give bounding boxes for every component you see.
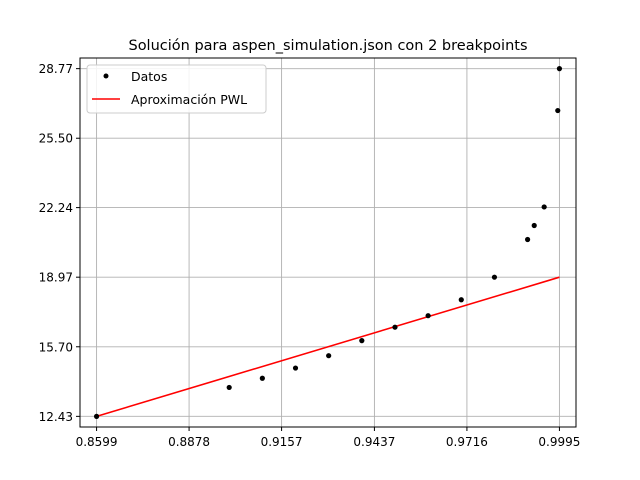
y-tick-label: 28.77 bbox=[39, 62, 73, 76]
x-tick-label: 0.9437 bbox=[353, 435, 395, 449]
legend-label-pwl: Aproximación PWL bbox=[131, 92, 247, 107]
pwl-series-line bbox=[96, 276, 560, 418]
data-point bbox=[524, 236, 531, 243]
x-tick-label: 0.8599 bbox=[76, 435, 118, 449]
x-axis: 0.8599 0.8878 0.9157 0.9437 0.9716 0.9995 bbox=[76, 427, 580, 449]
plot-frame bbox=[79, 57, 577, 428]
series-line-group bbox=[96, 276, 560, 418]
y-tick-label: 22.24 bbox=[39, 201, 73, 215]
legend-label-datos: Datos bbox=[131, 69, 167, 84]
data-point bbox=[556, 66, 563, 72]
y-tick-label: 18.97 bbox=[39, 271, 73, 285]
chart-title: Solución para aspen_simulation.json con … bbox=[128, 38, 527, 54]
data-point bbox=[555, 107, 561, 114]
data-point bbox=[425, 313, 431, 319]
data-point bbox=[458, 297, 464, 303]
data-point bbox=[93, 413, 100, 419]
legend-marker-datos bbox=[103, 73, 109, 79]
x-tick-label: 0.9995 bbox=[538, 435, 580, 449]
data-point bbox=[259, 375, 265, 381]
grid bbox=[80, 58, 576, 427]
y-tick-label: 15.70 bbox=[39, 340, 73, 354]
data-point bbox=[292, 365, 299, 371]
legend-box bbox=[86, 64, 267, 114]
data-point bbox=[359, 338, 365, 344]
data-point bbox=[326, 353, 332, 359]
x-tick-label: 0.9716 bbox=[446, 435, 488, 449]
legend: Datos Aproximación PWL bbox=[86, 64, 267, 114]
data-point bbox=[491, 274, 498, 280]
data-point bbox=[392, 324, 398, 330]
x-tick-label: 0.8878 bbox=[168, 435, 210, 449]
data-point bbox=[541, 204, 547, 210]
series-points-group bbox=[93, 66, 563, 419]
y-axis: 12.43 15.70 18.97 22.24 25.50 28.77 bbox=[39, 62, 80, 424]
y-tick-label: 12.43 bbox=[39, 410, 73, 424]
data-point bbox=[226, 384, 232, 391]
x-tick-label: 0.9157 bbox=[261, 435, 303, 449]
data-point bbox=[531, 222, 537, 229]
y-tick-label: 25.50 bbox=[39, 132, 73, 146]
